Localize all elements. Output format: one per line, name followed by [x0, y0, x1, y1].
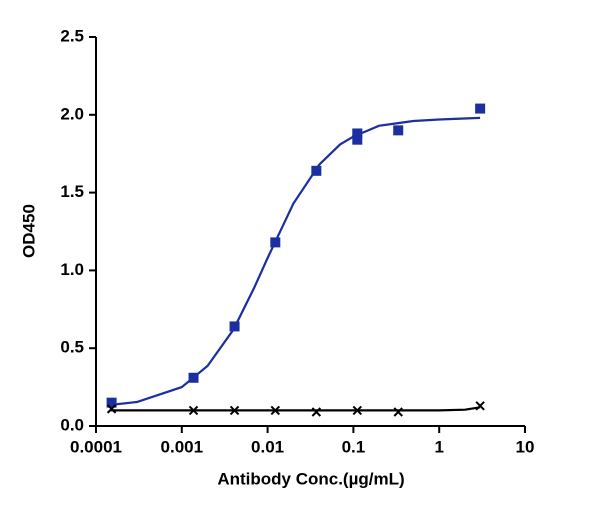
y-tick-label: 0.5 — [60, 338, 84, 357]
y-tick-label: 0.0 — [60, 415, 84, 434]
data-point — [229, 321, 240, 332]
x-tick-label: 0.01 — [251, 437, 284, 456]
data-point — [311, 165, 322, 176]
data-point — [352, 134, 363, 145]
x-axis-label: Antibody Conc.(µg/mL) — [217, 469, 404, 488]
y-tick-label: 2.5 — [60, 26, 84, 45]
y-tick-label: 1.0 — [60, 260, 84, 279]
x-tick-label: 0.1 — [342, 437, 366, 456]
x-tick-label: 1 — [434, 437, 443, 456]
y-tick-label: 2.0 — [60, 104, 84, 123]
fit-curve — [111, 406, 481, 412]
data-point — [270, 237, 281, 248]
data-point — [311, 407, 322, 417]
data-point — [352, 405, 362, 416]
data-point — [106, 404, 117, 414]
x-tick-label: 10 — [516, 437, 535, 456]
data-point — [352, 128, 363, 139]
fit-curve — [110, 116, 481, 406]
y-axis-label: OD450 — [19, 204, 38, 258]
data-point — [229, 405, 240, 416]
data-point — [475, 103, 486, 114]
x-tick-label: 0.001 — [161, 437, 204, 456]
data-point — [270, 405, 281, 416]
data-point — [106, 397, 117, 408]
x-tick-label: 0.0001 — [70, 437, 122, 456]
data-point — [188, 372, 199, 383]
y-tick-label: 1.5 — [60, 182, 84, 201]
data-point — [393, 407, 403, 417]
data-point — [188, 405, 199, 416]
data-point — [393, 125, 404, 136]
data-point — [475, 401, 485, 411]
